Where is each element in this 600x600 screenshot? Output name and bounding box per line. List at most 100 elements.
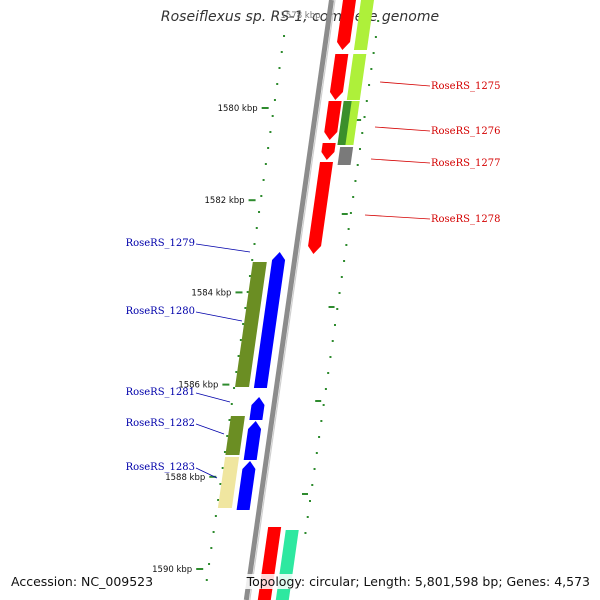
blast-hit-bar[interactable] (353, 0, 375, 50)
guide-dot-right (365, 100, 368, 102)
guide-dot-right (352, 196, 355, 198)
blast-hit-bar[interactable] (337, 147, 354, 165)
gene-label-forward[interactable]: RoseRS_1277 (431, 158, 500, 169)
topology-value: circular (309, 574, 356, 589)
guide-dot-right (374, 36, 377, 38)
guide-dot-left (237, 355, 240, 357)
guide-dot-left (228, 419, 231, 421)
guide-dot-left (233, 387, 236, 389)
guide-dash (355, 119, 362, 121)
guide-dot-left (262, 179, 265, 181)
guide-dot-left (255, 227, 258, 229)
gene-forward[interactable] (324, 101, 342, 140)
gene-reverse[interactable] (243, 421, 262, 460)
footer-accession: Accession: NC_009523 (9, 574, 156, 589)
gene-forward[interactable] (337, 0, 357, 50)
guide-dot-right (329, 356, 332, 358)
gene-label-reverse[interactable]: RoseRS_1280 (126, 306, 195, 317)
guide-dot-left (239, 339, 242, 341)
guide-dot-left (246, 291, 249, 293)
gene-forward[interactable] (308, 162, 333, 254)
length-value: 5,801,598 bp (414, 574, 499, 589)
guide-dash (315, 400, 322, 402)
gene-label-reverse[interactable]: RoseRS_1283 (126, 462, 195, 473)
ruler-tick (261, 107, 269, 109)
guide-dot-right (338, 292, 341, 294)
guide-dot-right (320, 420, 323, 422)
gene-label-forward[interactable]: RoseRS_1278 (431, 214, 500, 225)
blast-hit-bar[interactable] (337, 101, 352, 145)
guide-dot-right (358, 148, 361, 150)
guide-dot-right (370, 68, 373, 70)
guide-dot-left (248, 275, 251, 277)
guide-dot-right (304, 532, 307, 534)
ruler-tick (209, 475, 217, 478)
gene-label-leader (195, 311, 243, 322)
guide-dot-right (377, 20, 380, 22)
gene-label-forward[interactable]: RoseRS_1276 (431, 126, 500, 137)
genes-layer[interactable] (217, 0, 375, 600)
ruler-layer: 1578 kbp 1580 kbp 1582 kbp 1584 kbp 1586 kbp… (152, 11, 320, 575)
guide-dot-left (264, 163, 267, 165)
gene-label-leader (195, 243, 251, 253)
kbp-label: 1580 kbp (218, 104, 258, 114)
footer-summary: Topology: circular; Length: 5,801,598 bp… (244, 574, 592, 589)
guide-dot-left (283, 35, 286, 37)
gene-label-leader (370, 158, 431, 164)
guide-dot-left (267, 147, 270, 149)
accession-label: Accession: (11, 574, 78, 589)
ruler-tick (222, 383, 230, 386)
kbp-label: 1586 kbp (178, 381, 218, 391)
gene-label-leader (195, 392, 231, 403)
gene-label-reverse[interactable]: RoseRS_1282 (126, 418, 195, 429)
guide-dot-left (244, 307, 247, 309)
guide-dot-right (324, 388, 327, 390)
guide-dot-left (242, 323, 245, 325)
kbp-label: 1584 kbp (191, 288, 231, 298)
accession-value: NC_009523 (81, 574, 154, 589)
guide-dot-left (260, 195, 263, 197)
blast-hit-bar[interactable] (346, 54, 367, 100)
guide-dot-right (306, 516, 309, 518)
guide-dot-left (276, 83, 279, 85)
gene-reverse[interactable] (236, 461, 256, 510)
kbp-label: 1588 kbp (165, 473, 205, 483)
guide-dot-right (327, 372, 330, 374)
guide-dot-left (212, 531, 215, 533)
gene-forward[interactable] (329, 54, 349, 100)
guide-dot-right (331, 340, 334, 342)
gene-reverse[interactable] (249, 397, 265, 420)
guide-dot-right (356, 164, 359, 166)
guide-dot-left (280, 51, 283, 53)
guide-dot-right (309, 500, 311, 502)
guide-dot-right (361, 132, 364, 134)
guide-dot-left (230, 403, 233, 405)
kbp-label: 1582 kbp (205, 196, 245, 206)
guide-dot-right (315, 452, 318, 454)
blast-hit-bar[interactable] (225, 416, 245, 455)
guide-dot-left (214, 515, 217, 517)
guide-dot-right (368, 84, 371, 86)
genome-backbone-highlight (249, 0, 336, 600)
guide-dot-right (336, 308, 339, 310)
gene-label-reverse[interactable]: RoseRS_1279 (126, 238, 195, 249)
gene-label-reverse[interactable]: RoseRS_1281 (126, 387, 195, 398)
guide-dot-right (343, 260, 346, 262)
guide-dot-right (333, 324, 336, 326)
gene-reverse[interactable] (253, 252, 286, 388)
guide-dot-left (208, 563, 211, 565)
guide-dot-left (217, 499, 220, 501)
gene-label-forward[interactable]: RoseRS_1275 (431, 81, 500, 92)
blast-hit-bar[interactable] (217, 457, 240, 508)
blast-hit-bar[interactable] (235, 262, 267, 387)
gene-forward[interactable] (321, 143, 336, 160)
guide-dot-right (349, 212, 352, 214)
ruler-tick (196, 568, 204, 570)
guide-dash (328, 306, 335, 308)
labels-layer[interactable]: RoseRS_1275 RoseRS_1276 RoseRS_1277 RoseRS_… (126, 81, 501, 479)
guide-dot-left (251, 259, 254, 261)
guide-dot-right (322, 404, 325, 406)
guide-dot-right (347, 228, 350, 230)
guide-dash (341, 213, 348, 215)
